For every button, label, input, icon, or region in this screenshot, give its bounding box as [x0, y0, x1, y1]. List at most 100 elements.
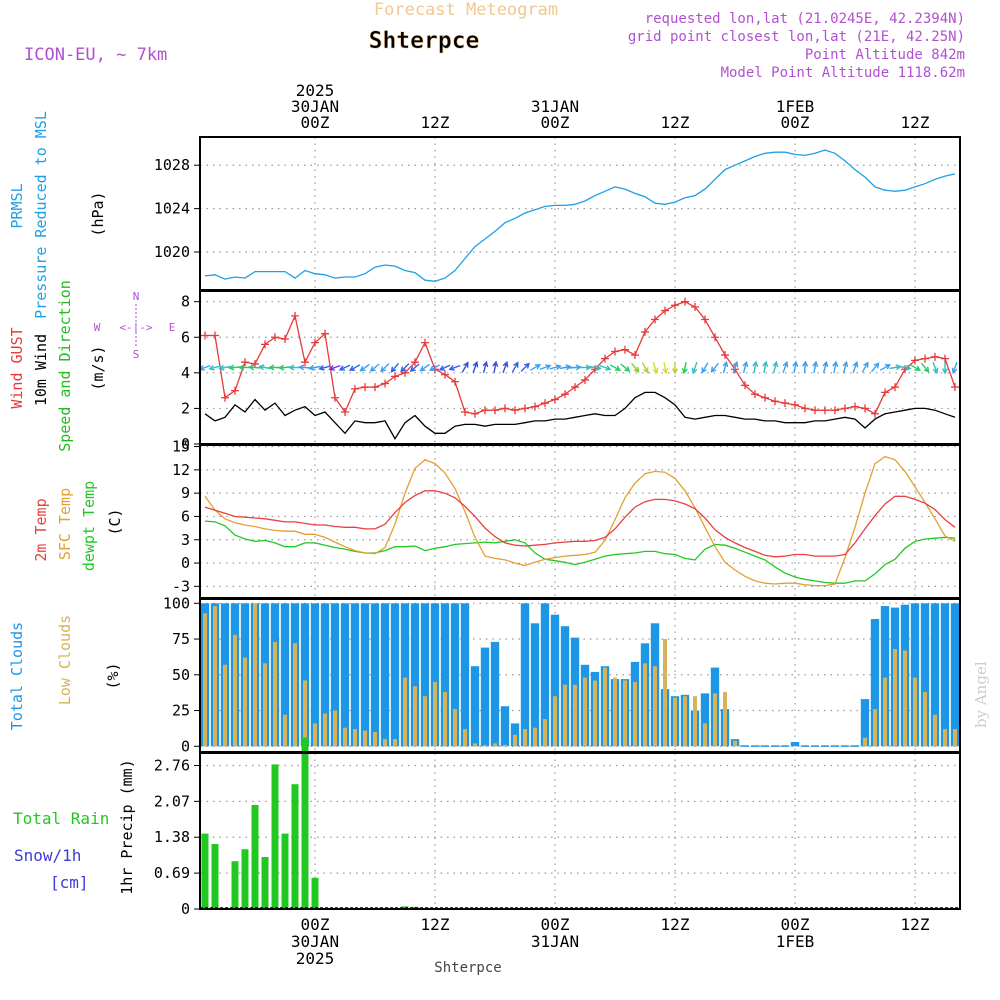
- low-cloud-bar: [333, 710, 337, 747]
- low-cloud-bar: [883, 677, 887, 747]
- total-cloud-bar: [870, 619, 880, 747]
- low-cloud-bar: [633, 681, 637, 747]
- top-time-label: 00Z: [541, 113, 570, 132]
- direction-arrow: [511, 361, 519, 373]
- rain-bar: [271, 764, 279, 909]
- low-cloud-bar: [913, 677, 917, 747]
- direction-arrow: [762, 360, 769, 374]
- compass-n: N: [133, 290, 140, 303]
- direction-arrow: [812, 360, 819, 374]
- low-cloud-bar: [603, 667, 607, 747]
- direction-arrow: [920, 362, 930, 373]
- gust-marker: [581, 375, 589, 384]
- low-cloud-bar: [393, 739, 397, 747]
- footer-location: Shterpce: [434, 960, 501, 976]
- direction-arrow: [852, 360, 859, 373]
- low-cloud-bar: [583, 677, 587, 747]
- total-cloud-bar: [310, 603, 320, 747]
- direction-arrow: [268, 364, 281, 371]
- total-cloud-bar: [520, 603, 530, 747]
- gust-marker: [601, 354, 609, 363]
- gust-marker: [491, 406, 499, 415]
- gust-marker: [741, 381, 749, 390]
- sfc-temp-line: [204, 455, 956, 587]
- cloud-ylabel: (%): [104, 662, 122, 689]
- low-cloud-bar: [543, 719, 547, 747]
- low-cloud-bar: [413, 686, 417, 747]
- gust-label: Wind GUST: [8, 327, 26, 408]
- direction-arrows: [198, 360, 958, 375]
- point-altitude: Point Altitude 842m: [805, 47, 965, 63]
- direction-arrow: [722, 360, 729, 373]
- direction-arrow: [609, 364, 622, 372]
- gust-marker: [531, 402, 539, 411]
- y-tick-label: 0: [181, 435, 190, 453]
- direction-arrow: [710, 362, 720, 373]
- compass-s: S: [133, 348, 140, 361]
- low-cloud-bar: [233, 634, 237, 747]
- panel-precip: 0 0.69 1.38 2.07 2.76: [154, 753, 960, 918]
- total-cloud-bar: [820, 745, 830, 747]
- chart-title: Forecast Meteogram: [374, 0, 558, 20]
- low-cloud-bar: [933, 714, 937, 747]
- total-cloud-bar: [300, 603, 310, 747]
- gust-marker: [881, 388, 889, 397]
- total-cloud-bar: [480, 647, 490, 747]
- gust-marker: [241, 358, 249, 367]
- rain-bar: [311, 877, 319, 909]
- grid-point-coords: grid point closest lon,lat (21E, 42.25N): [628, 29, 965, 45]
- gust-marker: [501, 404, 509, 413]
- gust-marker: [671, 301, 679, 310]
- low-cloud-bar: [723, 691, 727, 747]
- low-cloud-bar: [383, 739, 387, 747]
- low-cloud-bar: [953, 729, 957, 747]
- temp-2m-label: 2m Temp: [32, 498, 50, 561]
- direction-arrow: [772, 360, 779, 373]
- direction-arrow: [369, 363, 380, 372]
- panel-background: [200, 445, 960, 598]
- gust-marker: [851, 402, 859, 411]
- y-tick-label: 2: [181, 399, 190, 417]
- pressure-label: Pressure Reduced to MSL: [32, 111, 50, 319]
- rain-label: Total Rain: [13, 809, 109, 828]
- gust-marker: [871, 409, 879, 418]
- precip-ylabel: 1hr Precip (mm): [118, 759, 136, 894]
- gust-marker: [251, 359, 259, 368]
- direction-arrow: [529, 364, 542, 371]
- gust-marker: [561, 390, 569, 399]
- bottom-time-label: 12Z: [421, 915, 450, 934]
- panel-temperature: -3 0 3 6 9 12 15: [172, 438, 960, 598]
- y-tick-label: 8: [181, 293, 190, 311]
- gust-marker: [511, 406, 519, 415]
- y-tick-label: 2.07: [154, 792, 190, 810]
- low-cloud-bar: [423, 696, 427, 747]
- direction-arrow: [258, 364, 271, 371]
- low-cloud-bar: [343, 727, 347, 747]
- gust-marker: [761, 393, 769, 402]
- total-cloud-bar: [550, 614, 560, 747]
- y-tick-label: 3: [181, 531, 190, 549]
- rain-bar: [301, 737, 309, 909]
- y-tick-label: 6: [181, 328, 190, 346]
- low-cloud-bar: [903, 650, 907, 747]
- low-cloud-bar: [273, 641, 277, 747]
- total-cloud-bar: [930, 603, 940, 747]
- gust-marker: [941, 354, 949, 363]
- total-cloud-bar: [400, 603, 410, 747]
- y-tick-label: 12: [172, 461, 190, 479]
- gust-marker: [411, 358, 419, 367]
- low-cloud-bar: [503, 744, 507, 747]
- direction-arrow: [419, 363, 430, 372]
- y-tick-label: 0.69: [154, 864, 190, 882]
- gust-marker: [781, 399, 789, 408]
- top-time-label: 12Z: [421, 113, 450, 132]
- direction-arrow: [448, 364, 461, 371]
- panel-pressure: 1020 1024 1028: [154, 137, 960, 290]
- gust-marker: [931, 352, 939, 361]
- low-cloud-bar: [263, 663, 267, 747]
- low-cloud-bar: [663, 639, 667, 747]
- low-cloud-bar: [323, 713, 327, 747]
- gust-marker: [951, 383, 959, 392]
- direction-arrow: [208, 364, 221, 371]
